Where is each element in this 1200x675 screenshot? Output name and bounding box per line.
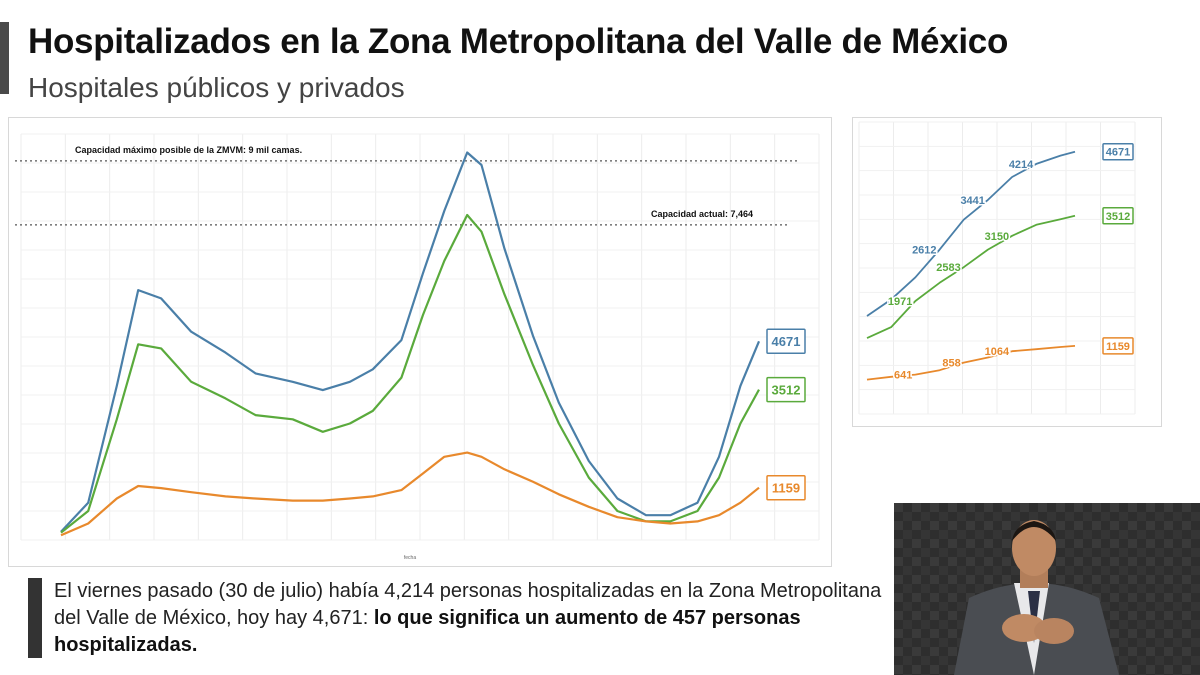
end-label-box-general <box>1102 207 1134 225</box>
capacity-annotation: Capacidad actual: 7,464 <box>651 209 753 219</box>
point-label-general: 3150 <box>985 231 1009 243</box>
sign-language-interpreter-video <box>894 503 1200 675</box>
point-label-total: 3441 <box>960 195 984 207</box>
end-label-box-total <box>766 328 806 355</box>
end-label-box-intubados <box>766 474 806 501</box>
interpreter-picture <box>894 503 1200 675</box>
point-label-intubados: 1064 <box>985 346 1010 358</box>
page-subtitle: Hospitales públicos y privados <box>28 72 405 103</box>
caption-text: El viernes pasado (30 de julio) había 4,… <box>54 578 884 659</box>
point-label-intubados: 858 <box>942 358 960 370</box>
point-label-total: 2612 <box>912 245 936 257</box>
end-label-box-intubados <box>1102 337 1134 355</box>
series-line-intubados <box>866 345 1076 381</box>
end-label-total: 4671 <box>1106 147 1130 159</box>
series-line-total <box>60 151 761 533</box>
title-accent-bar <box>0 22 9 94</box>
inset-chart-svg: 2612 3441 4214 4671 1971 2583 3150 3512 641 858 10… <box>858 121 1136 440</box>
end-label-general: 3512 <box>1106 211 1130 223</box>
end-label-intubados: 1159 <box>1106 341 1130 353</box>
series-line-total <box>866 150 1076 317</box>
main-chart-svg: Capacidad máximo posible de la ZMVM: 9 m… <box>15 133 820 561</box>
end-label-general: 3512 <box>772 382 801 397</box>
series-line-general <box>866 214 1076 339</box>
end-label-box-total <box>1102 142 1134 161</box>
x-axis-label: fecha <box>404 555 416 561</box>
series-line-general <box>60 213 760 534</box>
point-label-intubados: 641 <box>894 370 912 382</box>
end-label-intubados: 1159 <box>772 480 800 495</box>
end-label-box-general <box>766 376 806 403</box>
point-label-general: 1971 <box>888 296 912 308</box>
inset-recent-chart: 2612 3441 4214 4671 1971 2583 3150 3512 641 858 10… <box>852 117 1162 440</box>
caption-part1: El viernes pasado (30 de julio) había 4,… <box>54 580 882 629</box>
point-label-total: 4214 <box>1009 159 1034 171</box>
caption-accent-bar <box>28 578 42 658</box>
series-line-intubados <box>60 451 760 537</box>
main-hospitalization-chart: Capacidad máximo posible de la ZMVM: 9 m… <box>8 117 832 567</box>
page-title: Hospitalizados en la Zona Metropolitana … <box>28 22 1009 61</box>
capacity-annotation: Capacidad máximo posible de la ZMVM: 9 m… <box>75 145 302 155</box>
end-label-total: 4671 <box>772 334 801 349</box>
point-label-general: 2583 <box>936 262 960 274</box>
caption-emphasis: lo que significa un aumento de 457 perso… <box>54 607 801 656</box>
